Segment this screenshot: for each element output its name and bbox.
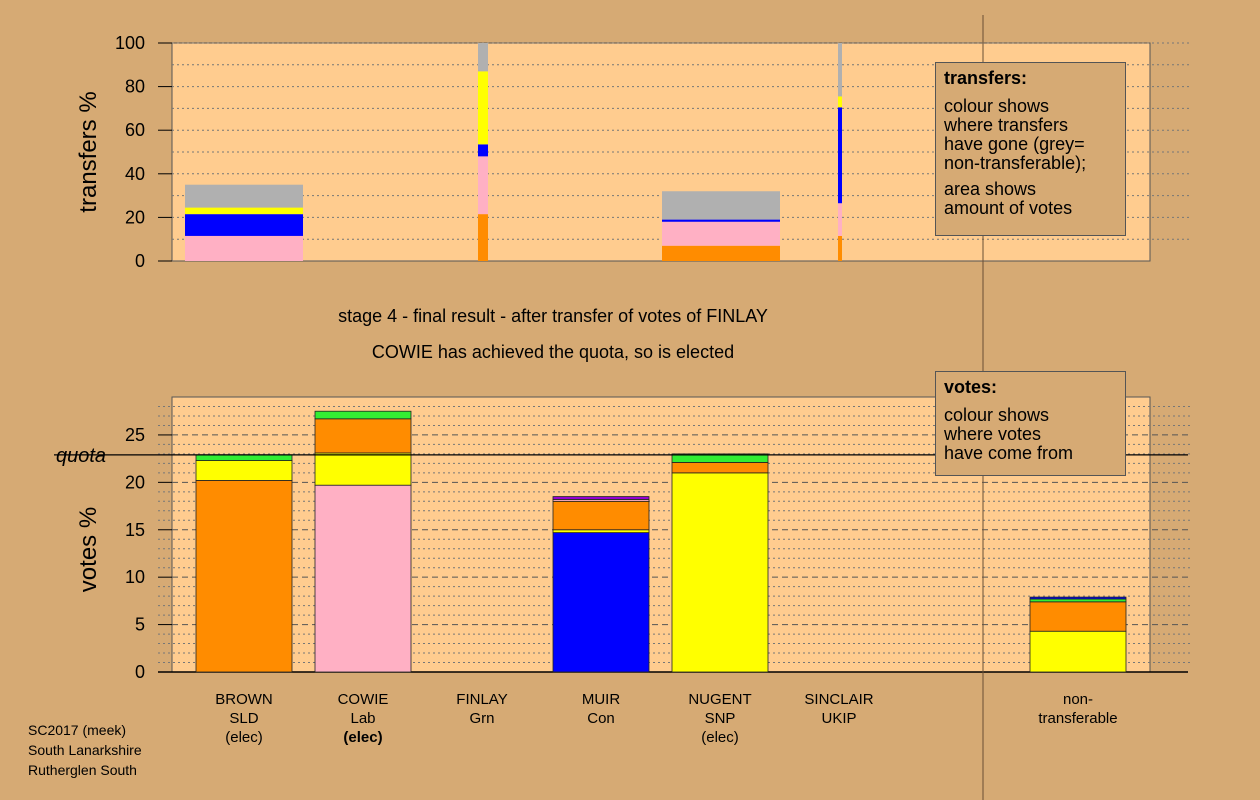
candidate-party: SLD — [229, 710, 258, 727]
vote-segment-non-transferable — [1029, 598, 1127, 603]
footer-line: South Lanarkshire — [28, 742, 142, 758]
transfer-segment-finlay — [478, 214, 488, 261]
votes-tick-label: 20 — [125, 472, 145, 492]
candidate-status: (elec) — [701, 729, 739, 746]
candidate-name: NUGENT — [688, 691, 751, 708]
transfers-legend-area-text: area shows amount of votes — [944, 179, 1073, 218]
transfer-segment-finlay — [478, 144, 488, 157]
transfer-segment-sinclair — [838, 107, 842, 204]
transfers-legend-colour-text: colour shows where transfers have gone (… — [944, 96, 1087, 173]
vote-segment-brown — [195, 454, 293, 461]
transfer-segment-muir — [662, 221, 780, 246]
vote-segment-nugent — [671, 453, 769, 463]
transfer-segment-sinclair — [838, 96, 842, 108]
votes-legend: votes: colour shows where votes have com… — [935, 371, 1126, 476]
vote-segment-brown — [195, 460, 293, 481]
transfer-segment-finlay — [478, 43, 488, 72]
transfers-tick-label: 100 — [115, 33, 145, 53]
quota-label: quota — [56, 445, 106, 467]
candidate-name: BROWN — [215, 691, 273, 708]
candidate-name: COWIE — [338, 691, 389, 708]
vote-segment-cowie — [314, 418, 412, 454]
candidate-label-cowie: COWIE Lab (elec) — [338, 691, 389, 746]
vote-segment-non-transferable — [1029, 601, 1127, 632]
transfers-tick-label: 60 — [125, 120, 145, 140]
candidate-name: SINCLAIR — [804, 691, 873, 708]
transfers-legend-title: transfers: — [944, 68, 1028, 88]
vote-segment-brown — [195, 480, 293, 673]
transfer-segment-finlay — [478, 156, 488, 215]
transfers-tick-label: 0 — [135, 251, 145, 271]
candidate-label-muir: MUIR Con — [582, 691, 620, 727]
transfers-legend: transfers: colour shows where transfers … — [935, 62, 1126, 236]
transfer-segment-muir — [662, 191, 780, 220]
stage-text: stage 4 - final result - after transfer … — [338, 306, 768, 326]
transfers-axis-label: transfers % — [75, 91, 102, 212]
vote-segment-nugent — [671, 462, 769, 474]
candidate-label-nugent: NUGENT SNP (elec) — [688, 691, 751, 746]
transfer-segment-muir — [662, 219, 780, 222]
candidate-label-finlay: FINLAY Grn — [456, 691, 507, 727]
votes-legend-title: votes: — [944, 377, 998, 397]
vote-segment-cowie — [314, 452, 412, 486]
votes-tick-label: 0 — [135, 662, 145, 682]
transfer-segment-sinclair — [838, 235, 842, 261]
vote-segment-cowie — [314, 410, 412, 420]
vote-segment-cowie — [314, 484, 412, 673]
vote-segment-muir — [552, 529, 650, 534]
nontransferable-label: transferable — [1038, 710, 1117, 727]
candidate-name: MUIR — [582, 691, 620, 708]
transfer-segment-brown — [185, 184, 303, 208]
footer-line: SC2017 (meek) — [28, 722, 126, 738]
candidate-label-sinclair: SINCLAIR UKIP — [804, 691, 873, 727]
transfer-segment-finlay — [478, 71, 488, 145]
votes-tick-label: 15 — [125, 520, 145, 540]
candidate-party: Con — [587, 710, 615, 727]
candidate-status: (elec) — [225, 729, 263, 746]
candidate-party: Lab — [350, 710, 375, 727]
transfer-segment-sinclair — [838, 203, 842, 236]
transfer-segment-brown — [185, 235, 303, 261]
votes-tick-label: 25 — [125, 425, 145, 445]
elected-text: COWIE has achieved the quota, so is elec… — [372, 342, 734, 362]
candidate-party: SNP — [705, 710, 736, 727]
vote-segment-nugent — [671, 472, 769, 673]
vote-segment-muir — [552, 500, 650, 531]
nontransferable-label: non- — [1063, 691, 1093, 708]
votes-legend-colour-text: colour shows where votes have come from — [944, 405, 1074, 463]
transfers-tick-label: 40 — [125, 164, 145, 184]
transfers-tick-label: 80 — [125, 77, 145, 97]
votes-axis-label: votes % — [75, 507, 102, 592]
vote-segment-non-transferable — [1029, 630, 1127, 673]
transfer-segment-brown — [185, 207, 303, 215]
vote-segment-muir — [552, 496, 650, 500]
transfers-tick-label: 20 — [125, 207, 145, 227]
candidate-party: Grn — [469, 710, 494, 727]
footer-line: Rutherglen South — [28, 762, 137, 778]
candidate-party: UKIP — [821, 710, 856, 727]
candidate-name: FINLAY — [456, 691, 507, 708]
candidate-status: (elec) — [343, 729, 382, 746]
transfer-segment-muir — [662, 245, 780, 261]
transfer-segment-sinclair — [838, 43, 842, 97]
votes-tick-label: 5 — [135, 615, 145, 635]
transfer-segment-brown — [185, 214, 303, 236]
vote-segment-non-transferable — [1029, 596, 1127, 600]
votes-tick-label: 10 — [125, 567, 145, 587]
vote-segment-muir — [552, 532, 650, 673]
candidate-label-brown: BROWN SLD (elec) — [215, 691, 273, 746]
